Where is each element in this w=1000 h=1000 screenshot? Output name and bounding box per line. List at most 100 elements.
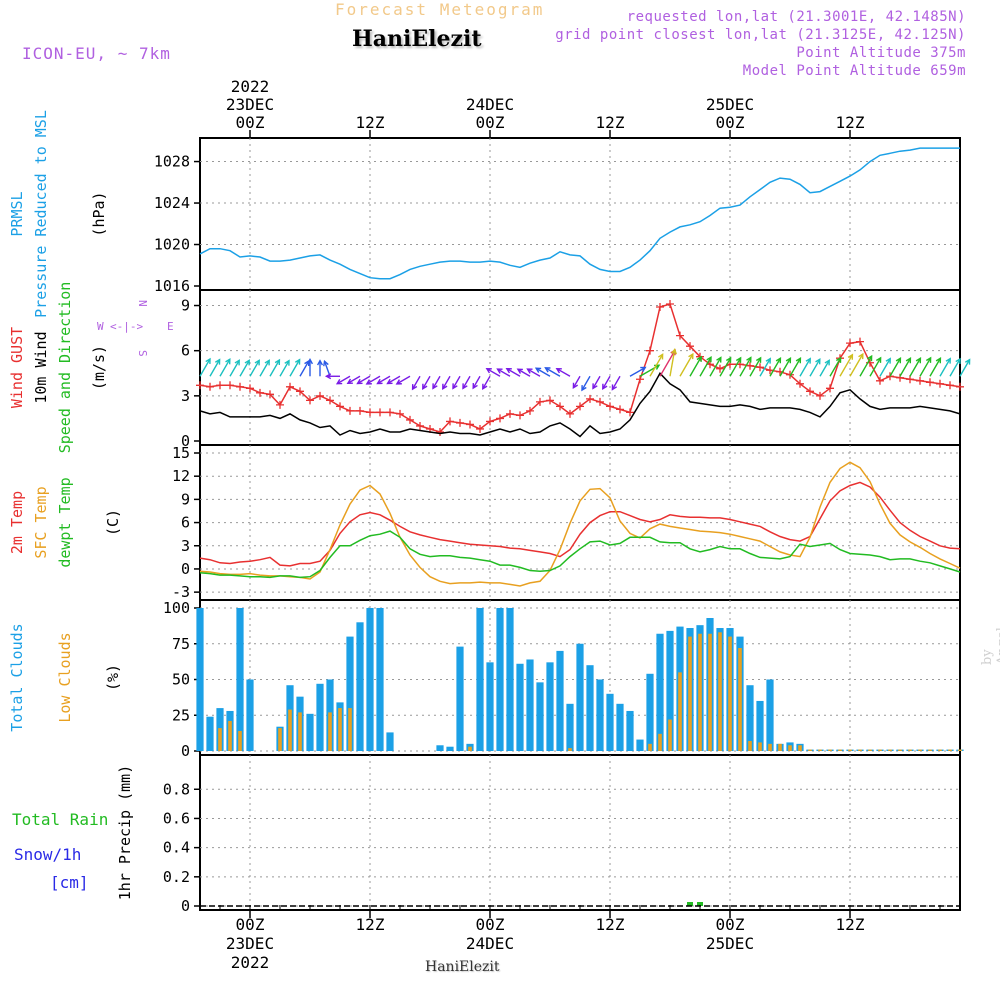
- clouds-bar-low-clouds: [938, 749, 942, 751]
- gust-marker: [556, 402, 564, 411]
- gust-marker: [906, 375, 914, 384]
- clouds-bar-total-clouds: [476, 608, 484, 751]
- gust-marker: [786, 370, 794, 379]
- clouds-bar-total-clouds: [616, 703, 624, 751]
- wind-arrow: [719, 357, 732, 377]
- clouds-bar-low-clouds: [838, 749, 842, 751]
- wind-arrow: [679, 353, 694, 377]
- gust-marker: [306, 396, 314, 405]
- clouds-bar-low-clouds: [718, 632, 722, 751]
- precip-ytick-label: 0.4: [163, 839, 190, 857]
- wind-ylabel: 10m Wind: [32, 331, 50, 403]
- wind-arrow: [749, 357, 762, 377]
- wind-arrow: [879, 358, 891, 377]
- temperature-ytick-label: 15: [172, 444, 190, 462]
- gust-marker: [406, 415, 414, 424]
- wind-arrow-head: [592, 383, 598, 390]
- compass-arrow: <-|->: [110, 320, 143, 333]
- wind-arrow-head: [875, 356, 882, 363]
- wind-arrow-head: [323, 359, 329, 367]
- wind-arrow-head: [472, 383, 478, 390]
- clouds-bar-low-clouds: [708, 633, 712, 751]
- precip-ytick-label: 0.2: [163, 868, 190, 886]
- clouds-bar-total-clouds: [206, 716, 214, 751]
- precip-frame: [199, 754, 961, 911]
- gust-marker: [436, 427, 444, 436]
- gust-marker: [566, 409, 574, 418]
- wind-ytick-label: 6: [181, 342, 190, 360]
- wind-arrow-head: [895, 356, 902, 364]
- wind-arrow: [323, 360, 331, 377]
- clouds-bar-low-clouds: [928, 749, 932, 751]
- clouds-bar-low-clouds: [278, 728, 282, 751]
- wind-arrow: [289, 359, 301, 377]
- wind-arrow-head: [452, 383, 458, 390]
- clouds-bar-low-clouds: [648, 743, 652, 751]
- wind-arrow-head: [935, 356, 942, 364]
- clouds-bar-total-clouds: [386, 732, 394, 751]
- gust-marker: [686, 342, 694, 351]
- temperature-ytick-label: -3: [172, 583, 190, 601]
- wind-arrow: [239, 359, 250, 377]
- wind-arrow-head: [735, 356, 742, 363]
- clouds-bar-total-clouds: [346, 636, 354, 751]
- gust-marker: [246, 384, 254, 393]
- clouds-bar-low-clouds: [778, 743, 782, 751]
- clouds-bar-low-clouds: [678, 672, 682, 751]
- clouds-bar-total-clouds: [306, 713, 314, 751]
- wind-arrow-head: [555, 367, 562, 374]
- temperature-ylabel: (C): [104, 509, 122, 536]
- wind-arrow-head: [205, 357, 211, 364]
- clouds-ylabel: (%): [104, 664, 122, 691]
- wind-arrow-head: [925, 356, 932, 363]
- gust-marker: [346, 406, 354, 415]
- wind-arrow-head: [885, 357, 891, 364]
- top-time-label: 12Z: [836, 113, 865, 132]
- top-time-label: 12Z: [596, 113, 625, 132]
- wind-arrow-head: [602, 383, 608, 391]
- clouds-bar-total-clouds: [746, 685, 754, 751]
- wind-arrow: [899, 357, 912, 377]
- wind-line-wind-gust: [199, 303, 961, 433]
- clouds-bar-total-clouds: [516, 663, 524, 751]
- clouds-bar-total-clouds: [356, 622, 364, 751]
- gust-marker: [216, 381, 224, 390]
- wind-arrow-head: [824, 359, 830, 366]
- wind-arrow: [506, 368, 521, 377]
- wind-arrow-head: [422, 383, 428, 391]
- clouds-bar-low-clouds: [698, 633, 702, 751]
- clouds-bar-total-clouds: [496, 608, 504, 751]
- clouds-bar-low-clouds: [668, 719, 672, 751]
- gust-marker: [716, 364, 724, 373]
- wind-arrow: [611, 375, 621, 390]
- gust-marker: [386, 408, 394, 417]
- clouds-bar-total-clouds: [446, 746, 454, 751]
- wind-arrow-head: [386, 378, 393, 385]
- clouds-bar-low-clouds: [738, 648, 742, 751]
- top-time-label: 00Z: [476, 113, 505, 132]
- clouds-ytick-label: 100: [163, 599, 190, 617]
- wind-arrow-head: [795, 356, 802, 364]
- requested-coords: requested lon,lat (21.3001E, 42.1485N): [626, 9, 966, 25]
- clouds-bar-low-clouds: [918, 749, 922, 751]
- clouds-bar-low-clouds: [808, 749, 812, 751]
- clouds-bar-total-clouds: [436, 745, 444, 751]
- gust-marker: [646, 346, 654, 355]
- clouds-bar-total-clouds: [656, 633, 664, 751]
- wind-arrow: [689, 356, 702, 377]
- wind-arrow: [462, 375, 471, 389]
- wind-arrow: [357, 375, 371, 385]
- wind-arrow: [809, 358, 821, 377]
- clouds-ytick-label: 50: [172, 671, 190, 689]
- wind-arrow-head: [264, 359, 270, 366]
- wind-arrow: [572, 375, 581, 389]
- clouds-bar-low-clouds: [218, 728, 222, 751]
- wind-arrow-head: [284, 359, 290, 366]
- wind-arrow: [649, 354, 664, 377]
- clouds-bar-total-clouds: [316, 683, 324, 751]
- gust-marker: [476, 424, 484, 433]
- wind-arrow-head: [746, 356, 752, 363]
- gridpoint-coords: grid point closest lon,lat (21.3125E, 42…: [555, 27, 966, 43]
- clouds-bar-low-clouds: [238, 730, 242, 751]
- gust-marker: [286, 382, 294, 391]
